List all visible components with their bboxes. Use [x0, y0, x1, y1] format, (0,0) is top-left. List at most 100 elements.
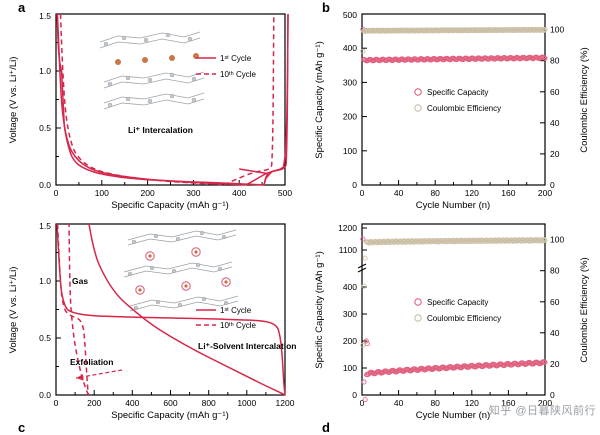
panel-d-series-ce — [360, 237, 548, 348]
panel-b-label: b — [322, 0, 330, 15]
panel-d-label: d — [322, 420, 330, 435]
panel-b-ytick-1: 100 — [343, 146, 357, 156]
panel-c-ylabel: Voltage (V vs. Li⁺/Li) — [8, 267, 19, 354]
panel-d-xtick-0: 0 — [360, 398, 365, 408]
panel-a-curve-cycle1-charge — [263, 13, 289, 186]
panel-d-ytick-1: 100 — [343, 363, 357, 373]
panel-d-ytick-5: 1100 — [339, 245, 358, 255]
panel-d-ytick-6: 1200 — [338, 223, 357, 233]
panel-c-xtick-1: 200 — [87, 398, 101, 408]
panel-b-xtick-2: 80 — [430, 188, 440, 198]
panel-d-ytick-3: 300 — [343, 309, 357, 319]
panel-a-xtick-3: 300 — [186, 188, 200, 198]
panel-d-xtick-4: 160 — [501, 398, 515, 408]
panel-c-inset-structure — [123, 229, 239, 312]
panel-b-xlabel: Cycle Number (n) — [416, 200, 490, 210]
panel-c-svg: 0 200 400 600 800 1000 1200 0.0 0.5 1.0 … — [8, 221, 296, 420]
panel-a-ytick-2: 1.0 — [39, 66, 51, 76]
panel-b-y2tick-3: 60 — [550, 87, 560, 97]
panel-b-y2tick-1: 20 — [550, 149, 560, 159]
panel-a-xtick-5: 500 — [278, 188, 292, 198]
panel-b-axes: 0 40 80 120 160 200 0 100 200 300 400 50… — [314, 10, 590, 210]
panel-b: 0 40 80 120 160 200 0 100 200 300 400 50… — [300, 0, 600, 210]
panel-a-inset-structure — [99, 31, 205, 110]
panel-c-xlabel: Specific Capacity (mAh g⁻¹) — [111, 410, 228, 420]
panel-d-xtick-2: 80 — [430, 398, 440, 408]
panel-b-legend: Specific Capacity Coulombic Efficiency — [414, 88, 501, 113]
panel-a-legend: 1ˢᵗ Cycle 10ᵗʰ Cycle — [196, 54, 257, 79]
panel-c-ytick-0: 0.0 — [39, 390, 51, 400]
panel-a-label: a — [18, 0, 26, 15]
panel-b-series-capacity — [360, 26, 548, 64]
panel-a-svg: 0 100 200 300 400 500 0.0 0.5 1.0 1.5 Sp… — [8, 11, 292, 210]
panel-c-legend: 1ˢᵗ Cycle 10ᵗʰ Cycle — [196, 306, 257, 330]
panel-c-label: c — [18, 420, 26, 435]
panel-b-ytick-5: 500 — [343, 10, 357, 20]
panel-d-y2tick-0: 0 — [550, 390, 555, 400]
panel-b-svg: 0 40 80 120 160 200 0 100 200 300 400 50… — [314, 10, 590, 210]
panel-b-xtick-0: 0 — [360, 188, 365, 198]
panel-b-ytick-3: 300 — [343, 77, 357, 87]
panel-b-xtick-5: 200 — [538, 188, 552, 198]
panel-d-y2label: Coulombic Efficiency (%) — [579, 257, 590, 362]
panel-b-ylabel: Specific Capacity (mAh g⁻¹) — [314, 41, 325, 158]
panel-a-loop1 — [56, 13, 289, 186]
panel-b-xtick-3: 120 — [465, 188, 479, 198]
panel-c-annotation-exfoliation: Exfoliation — [70, 357, 113, 367]
panel-c-curve-cycle10 — [56, 223, 90, 396]
panel-a-xtick-2: 200 — [141, 188, 155, 198]
panel-c-ytick-1: 0.5 — [39, 333, 51, 343]
panel-b-legend-capacity: Specific Capacity — [427, 88, 488, 97]
panel-d-y2tick-4: 80 — [550, 266, 560, 276]
panel-d-axes: 0 40 80 120 160 200 0 100 200 300 400 11… — [314, 223, 590, 420]
panel-c-annotation-gas: Gas — [72, 276, 88, 286]
panel-c-legend-1st: 1ˢᵗ Cycle — [220, 306, 252, 315]
panel-a-legend-10th: 10ᵗʰ Cycle — [220, 70, 257, 79]
panel-b-y2tick-4: 80 — [550, 56, 560, 66]
panel-b-ytick-2: 200 — [343, 112, 357, 122]
panel-a-axes: 0 100 200 300 400 500 0.0 0.5 1.0 1.5 Sp… — [8, 11, 292, 210]
panel-c-annotation-solvent: Li⁺-Solvent Intercalation — [198, 341, 296, 351]
panel-a-xtick-1: 100 — [95, 188, 109, 198]
panel-d-xlabel: Cycle Number (n) — [416, 410, 490, 420]
panel-d-legend-capacity: Specific Capacity — [427, 298, 488, 307]
panel-a-xtick-4: 400 — [232, 188, 246, 198]
panel-b-y2tick-2: 40 — [550, 118, 560, 128]
panel-a-curve-cycle1 — [56, 13, 270, 186]
panel-d-y2tick-1: 20 — [550, 359, 560, 369]
panel-c: 0 200 400 600 800 1000 1200 0.0 0.5 1.0 … — [0, 210, 300, 435]
panel-b-ytick-0: 0 — [352, 180, 357, 190]
panel-b-ytick-4: 400 — [343, 43, 357, 53]
panel-d-xtick-5: 200 — [538, 398, 552, 408]
panel-d-xtick-1: 40 — [394, 398, 404, 408]
panel-b-series-ce — [360, 26, 548, 54]
panel-a-annotation-intercalation: Li⁺ Intercalation — [128, 125, 193, 135]
panel-c-ytick-3: 1.5 — [39, 221, 51, 231]
panel-b-y2tick-5: 100 — [550, 25, 564, 35]
panel-a-curve-cycle10 — [59, 13, 275, 186]
panel-d-series-capacity — [360, 236, 548, 403]
panel-d-xtick-3: 120 — [465, 398, 479, 408]
panel-a-legend-1st: 1ˢᵗ Cycle — [220, 54, 252, 63]
panel-d-legend-ce: Coulombic Efficiency — [427, 314, 501, 323]
panel-c-xtick-3: 600 — [163, 398, 177, 408]
panel-d-y2tick-3: 60 — [550, 297, 560, 307]
panel-c-legend-10th: 10ᵗʰ Cycle — [220, 321, 257, 330]
panel-d-ytick-2: 200 — [343, 336, 357, 346]
panel-c-xtick-0: 0 — [54, 398, 59, 408]
panel-a-ylabel: Voltage (V vs. Li⁺/Li) — [8, 57, 19, 144]
panel-d-ytick-0: 0 — [352, 390, 357, 400]
panel-b-y2label: Coulombic Efficiency (%) — [579, 47, 590, 152]
panel-b-xtick-1: 40 — [394, 188, 404, 198]
panel-b-y2tick-0: 0 — [550, 180, 555, 190]
panel-a-ytick-3: 1.5 — [39, 11, 51, 21]
panel-c-xtick-5: 1000 — [237, 398, 256, 408]
panel-c-ytick-2: 1.0 — [39, 276, 51, 286]
panel-c-xtick-2: 400 — [125, 398, 139, 408]
panel-d-svg: 0 40 80 120 160 200 0 100 200 300 400 11… — [314, 223, 590, 420]
watermark: 知乎 @日暮陕风前行 — [488, 405, 596, 417]
panel-a: 0 100 200 300 400 500 0.0 0.5 1.0 1.5 Sp… — [0, 0, 300, 210]
panel-c-xtick-4: 800 — [202, 398, 216, 408]
panel-b-xtick-4: 160 — [501, 188, 515, 198]
